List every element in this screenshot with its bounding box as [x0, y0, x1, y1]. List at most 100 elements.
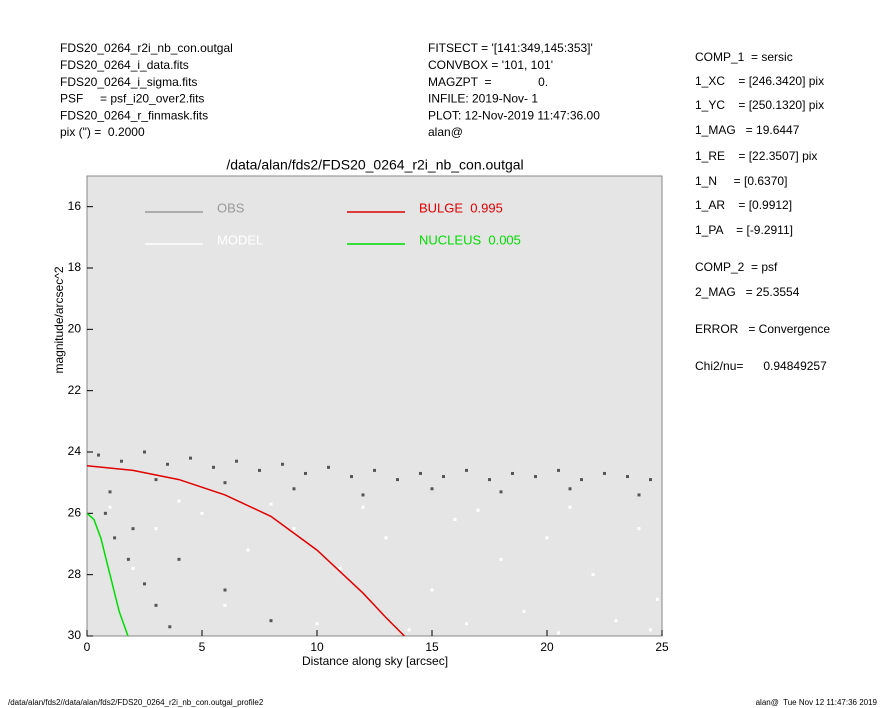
header-middle-line: PLOT: 12-Nov-2019 11:47:36.00	[428, 108, 600, 122]
footer-path: /data/alan/fds2//data/alan/fds2/FDS20_02…	[8, 698, 264, 707]
data-point	[200, 511, 204, 515]
data-point	[223, 481, 227, 485]
data-point	[568, 487, 572, 491]
data-point	[269, 502, 273, 506]
data-point	[292, 487, 296, 491]
data-point	[258, 468, 261, 472]
y-tick-label: 18	[68, 260, 82, 274]
data-point	[419, 471, 422, 475]
model-curve	[87, 512, 129, 636]
data-point	[545, 536, 549, 540]
data-point	[557, 468, 560, 472]
data-point	[166, 462, 169, 466]
data-point	[281, 462, 284, 466]
data-point	[223, 603, 227, 607]
data-point	[350, 475, 353, 479]
data-point	[430, 588, 434, 592]
data-point	[212, 465, 215, 469]
data-point	[655, 597, 659, 601]
data-point	[304, 471, 307, 475]
data-point	[315, 622, 319, 626]
data-point	[499, 490, 503, 494]
data-point	[126, 557, 130, 561]
chart-title: /data/alan/fds2/FDS20_0264_r2i_nb_con.ou…	[226, 157, 523, 173]
data-point	[637, 493, 641, 497]
plot-marks	[87, 450, 659, 636]
header-middle-line: CONVBOX = '101, 101'	[428, 58, 553, 72]
data-point	[97, 453, 100, 457]
data-point	[168, 625, 172, 629]
data-point	[108, 505, 112, 509]
header-left-line: FDS20_0264_i_data.fits	[60, 58, 189, 72]
data-point	[177, 557, 181, 561]
info-line: 1_AR = [0.9912]	[695, 198, 792, 212]
header-left-line: FDS20_0264_r2i_nb_con.outgal	[60, 41, 233, 55]
info-line: 1_MAG = 19.6447	[695, 123, 800, 137]
data-point	[649, 628, 652, 632]
x-tick-label: 20	[540, 640, 554, 654]
data-point	[614, 619, 618, 623]
data-point	[396, 478, 399, 482]
info-line: 1_YC = [250.1320] pix	[695, 98, 824, 112]
info-line: 1_PA = [-9.2911]	[695, 223, 793, 237]
header-middle-line: INFILE: 2019-Nov- 1	[428, 92, 538, 106]
data-point	[603, 471, 606, 475]
data-point	[177, 499, 181, 503]
info-line: Chi2/nu= 0.94849257	[695, 359, 827, 373]
data-point	[154, 603, 158, 607]
model-curve	[87, 465, 405, 636]
data-point	[407, 628, 411, 632]
y-tick-label: 20	[68, 322, 82, 336]
data-point	[465, 622, 468, 626]
data-point	[113, 536, 117, 540]
y-tick-label: 26	[68, 506, 82, 520]
data-point	[120, 459, 123, 463]
y-tick-label: 22	[68, 383, 82, 397]
data-point	[189, 456, 192, 460]
x-tick-label: 10	[310, 640, 324, 654]
info-line: 1_XC = [246.3420] pix	[695, 74, 824, 88]
data-point	[373, 468, 376, 472]
legend-label: NUCLEUS 0.005	[419, 232, 521, 247]
data-point	[361, 493, 365, 497]
data-point	[534, 475, 537, 479]
info-line: COMP_2 = psf	[695, 260, 778, 274]
data-point	[338, 567, 342, 571]
x-tick-label: 0	[84, 640, 91, 654]
data-point	[143, 582, 146, 586]
header-left-line: PSF = psf_i20_over2.fits	[60, 92, 204, 106]
data-point	[361, 505, 365, 509]
header-left-line: FDS20_0264_r_finmask.fits	[60, 108, 208, 122]
legend-label: BULGE 0.995	[419, 200, 503, 215]
data-point	[131, 567, 135, 571]
data-point	[465, 468, 468, 472]
data-point	[327, 465, 330, 469]
header-left-line: FDS20_0264_i_sigma.fits	[60, 75, 197, 89]
data-point	[246, 548, 250, 552]
legend-label: MODEL	[217, 232, 263, 247]
plot-background	[86, 175, 663, 637]
data-point	[499, 557, 503, 561]
data-point	[430, 487, 434, 491]
info-line: 1_RE = [22.3507] pix	[695, 149, 817, 163]
data-point	[154, 527, 158, 531]
data-point	[476, 508, 480, 512]
data-point	[269, 619, 273, 623]
data-point	[108, 490, 112, 494]
data-point	[103, 511, 107, 515]
data-point	[131, 527, 135, 531]
data-point	[568, 505, 572, 509]
data-point	[453, 517, 457, 521]
header-middle-line: alan@	[428, 125, 463, 139]
info-line: 1_N = [0.6370]	[695, 174, 787, 188]
data-point	[442, 475, 445, 479]
x-tick-label: 15	[425, 640, 439, 654]
y-tick-label: 16	[68, 199, 82, 213]
header-middle-line: MAGZPT = 0.	[428, 75, 548, 89]
data-point	[626, 475, 629, 479]
x-tick-label: 25	[655, 640, 669, 654]
data-point	[223, 588, 227, 592]
data-point	[511, 471, 514, 475]
data-point	[580, 478, 583, 482]
info-line: COMP_1 = sersic	[695, 50, 793, 64]
